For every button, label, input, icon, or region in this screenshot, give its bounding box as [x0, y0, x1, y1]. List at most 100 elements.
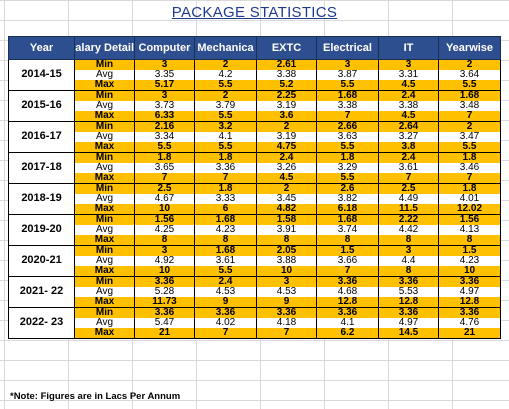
value-cell[interactable]: 2.5: [378, 183, 439, 194]
value-cell[interactable]: 5.47: [134, 318, 195, 328]
year-cell[interactable]: 2018-19: [8, 183, 75, 215]
value-cell[interactable]: 4.1: [194, 132, 257, 142]
value-cell[interactable]: 8: [438, 235, 501, 246]
value-cell[interactable]: 1.68: [194, 214, 257, 225]
value-cell[interactable]: 1.8: [438, 152, 501, 163]
value-cell[interactable]: 3.87: [316, 70, 379, 80]
stat-label-cell[interactable]: Max: [74, 111, 135, 122]
year-cell[interactable]: 2019-20: [8, 214, 75, 246]
value-cell[interactable]: 3.6: [256, 111, 317, 122]
value-cell[interactable]: 5.5: [438, 80, 501, 91]
value-cell[interactable]: 3.36: [316, 276, 379, 287]
value-cell[interactable]: 3.91: [256, 225, 317, 235]
value-cell[interactable]: 7: [256, 328, 317, 339]
value-cell[interactable]: 8: [134, 235, 195, 246]
value-cell[interactable]: 3.29: [316, 163, 379, 173]
value-cell[interactable]: 5.5: [194, 266, 257, 277]
column-header[interactable]: Computer: [134, 36, 195, 60]
value-cell[interactable]: 4.1: [316, 318, 379, 328]
value-cell[interactable]: 2.16: [134, 121, 195, 132]
value-cell[interactable]: 1.8: [194, 152, 257, 163]
value-cell[interactable]: 2.22: [378, 214, 439, 225]
value-cell[interactable]: 1.68: [194, 245, 257, 256]
value-cell[interactable]: 4.75: [256, 142, 317, 153]
value-cell[interactable]: 2.5: [134, 183, 195, 194]
stat-label-cell[interactable]: Max: [74, 266, 135, 277]
column-header[interactable]: Mechanica: [194, 36, 257, 60]
stat-label-cell[interactable]: Max: [74, 204, 135, 215]
stat-label-cell[interactable]: Avg: [74, 194, 135, 204]
value-cell[interactable]: 8: [316, 235, 379, 246]
value-cell[interactable]: 5.5: [194, 111, 257, 122]
value-cell[interactable]: 1.68: [316, 214, 379, 225]
value-cell[interactable]: 2: [256, 121, 317, 132]
column-header[interactable]: Yearwise: [438, 36, 501, 60]
value-cell[interactable]: 3.65: [134, 163, 195, 173]
value-cell[interactable]: 3.74: [316, 225, 379, 235]
value-cell[interactable]: 7: [134, 173, 195, 184]
value-cell[interactable]: 7: [316, 111, 379, 122]
value-cell[interactable]: 12.02: [438, 204, 501, 215]
stat-label-cell[interactable]: Min: [74, 276, 135, 287]
value-cell[interactable]: 3.36: [316, 307, 379, 318]
value-cell[interactable]: 3.38: [378, 101, 439, 111]
value-cell[interactable]: 12.8: [378, 297, 439, 308]
value-cell[interactable]: 8: [194, 235, 257, 246]
stat-label-cell[interactable]: Max: [74, 173, 135, 184]
value-cell[interactable]: 1.8: [316, 152, 379, 163]
value-cell[interactable]: 5.5: [316, 80, 379, 91]
value-cell[interactable]: 5.5: [134, 142, 195, 153]
value-cell[interactable]: 3.27: [378, 132, 439, 142]
value-cell[interactable]: 3.2: [194, 121, 257, 132]
value-cell[interactable]: 11.73: [134, 297, 195, 308]
value-cell[interactable]: 4.4: [378, 256, 439, 266]
value-cell[interactable]: 3.19: [256, 132, 317, 142]
value-cell[interactable]: 5.28: [134, 287, 195, 297]
column-header[interactable]: Year: [8, 36, 75, 60]
value-cell[interactable]: 6.18: [316, 204, 379, 215]
stat-label-cell[interactable]: Avg: [74, 70, 135, 80]
value-cell[interactable]: 2.6: [316, 183, 379, 194]
value-cell[interactable]: 8: [378, 266, 439, 277]
value-cell[interactable]: 1.56: [438, 214, 501, 225]
stat-label-cell[interactable]: Avg: [74, 225, 135, 235]
value-cell[interactable]: 7: [438, 173, 501, 184]
stat-label-cell[interactable]: Max: [74, 142, 135, 153]
value-cell[interactable]: 3.73: [134, 101, 195, 111]
value-cell[interactable]: 5.5: [316, 173, 379, 184]
value-cell[interactable]: 3: [256, 276, 317, 287]
value-cell[interactable]: 2.25: [256, 90, 317, 101]
value-cell[interactable]: 1.8: [194, 183, 257, 194]
value-cell[interactable]: 3.88: [256, 256, 317, 266]
stat-label-cell[interactable]: Max: [74, 235, 135, 246]
value-cell[interactable]: 5.53: [378, 287, 439, 297]
value-cell[interactable]: 2.05: [256, 245, 317, 256]
value-cell[interactable]: 3.61: [194, 256, 257, 266]
value-cell[interactable]: 4.97: [378, 318, 439, 328]
value-cell[interactable]: 3.38: [316, 101, 379, 111]
value-cell[interactable]: 3.36: [134, 276, 195, 287]
value-cell[interactable]: 4.25: [134, 225, 195, 235]
value-cell[interactable]: 3.26: [256, 163, 317, 173]
value-cell[interactable]: 2.4: [256, 152, 317, 163]
value-cell[interactable]: 3.36: [134, 307, 195, 318]
value-cell[interactable]: 3.36: [378, 307, 439, 318]
value-cell[interactable]: 10: [134, 204, 195, 215]
value-cell[interactable]: 1.5: [316, 245, 379, 256]
value-cell[interactable]: 3.36: [256, 307, 317, 318]
value-cell[interactable]: 4.68: [316, 287, 379, 297]
value-cell[interactable]: 3.66: [316, 256, 379, 266]
value-cell[interactable]: 3.36: [438, 276, 501, 287]
value-cell[interactable]: 9: [194, 297, 257, 308]
value-cell[interactable]: 3: [316, 59, 379, 70]
value-cell[interactable]: 1.68: [438, 90, 501, 101]
value-cell[interactable]: 3.19: [256, 101, 317, 111]
value-cell[interactable]: 5.5: [438, 142, 501, 153]
value-cell[interactable]: 3.33: [194, 194, 257, 204]
value-cell[interactable]: 4.01: [438, 194, 501, 204]
value-cell[interactable]: 2: [438, 121, 501, 132]
value-cell[interactable]: 6: [194, 204, 257, 215]
value-cell[interactable]: 4.42: [378, 225, 439, 235]
value-cell[interactable]: 3.35: [134, 70, 195, 80]
value-cell[interactable]: 2.66: [316, 121, 379, 132]
